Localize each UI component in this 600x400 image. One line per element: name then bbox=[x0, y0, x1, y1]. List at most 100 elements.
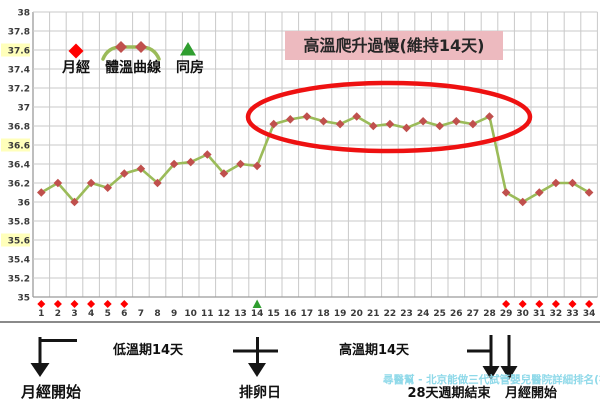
temperature-point bbox=[385, 119, 395, 129]
arrow-stem bbox=[489, 335, 493, 366]
temperature-curve bbox=[40, 115, 590, 204]
arrow-head-icon bbox=[500, 366, 518, 380]
arrow-head-icon bbox=[248, 363, 266, 377]
y-tick-label: 36.2 bbox=[8, 180, 30, 190]
temperature-point bbox=[584, 188, 594, 197]
event-markers bbox=[37, 299, 594, 308]
temperature-point bbox=[86, 178, 96, 188]
ovulation-arrow bbox=[233, 337, 278, 377]
y-tick-highlight bbox=[1, 43, 30, 57]
temperature-curve-legend-icon bbox=[101, 45, 161, 61]
x-tick-label: 20 bbox=[350, 309, 363, 319]
menses-marker-icon bbox=[37, 300, 46, 308]
x-tick-label: 10 bbox=[184, 309, 197, 319]
cycle-end-label: 28天週期結束 bbox=[407, 385, 491, 400]
temperature-point bbox=[418, 116, 428, 126]
temperature-point bbox=[302, 112, 312, 121]
y-tick-label: 35.8 bbox=[8, 218, 30, 228]
menses-legend-icon bbox=[68, 43, 84, 59]
x-tick-label: 18 bbox=[317, 309, 330, 319]
temperature-point bbox=[203, 150, 212, 159]
temperature-point bbox=[286, 115, 295, 124]
x-tick-label: 27 bbox=[467, 309, 480, 319]
y-tick-label: 38 bbox=[17, 9, 30, 19]
temperature-point bbox=[551, 178, 561, 188]
x-tick-label: 24 bbox=[417, 309, 430, 319]
arrow-head-icon bbox=[30, 363, 50, 377]
menses-marker-icon bbox=[551, 300, 560, 308]
high-phase-ellipse bbox=[245, 80, 533, 154]
grid bbox=[32, 11, 598, 298]
x-tick-label: 32 bbox=[550, 309, 563, 319]
y-tick-label: 35 bbox=[17, 294, 30, 304]
y-tick-label: 36 bbox=[17, 199, 30, 209]
temperature-point bbox=[402, 123, 411, 133]
y-tick-label: 37.8 bbox=[8, 28, 30, 38]
x-tick-label: 16 bbox=[284, 309, 297, 319]
x-tick-label: 4 bbox=[88, 309, 94, 319]
menses-marker-icon bbox=[568, 300, 577, 308]
menses-marker-icon bbox=[518, 300, 527, 308]
annotation-text: 高溫爬升過慢(維持14天) bbox=[304, 36, 485, 55]
x-tick-label: 29 bbox=[500, 309, 513, 319]
legend-curve-label: 體溫曲線 bbox=[105, 59, 161, 76]
arrow-bar bbox=[40, 339, 77, 342]
menses-marker-icon bbox=[120, 300, 129, 308]
x-tick-label: 13 bbox=[234, 309, 247, 319]
temperature-point bbox=[169, 159, 179, 169]
temperature-point bbox=[103, 183, 112, 193]
x-tick-label: 6 bbox=[121, 309, 127, 319]
x-tick-label: 23 bbox=[400, 309, 413, 319]
menses-marker-icon bbox=[502, 300, 511, 308]
temperature-point bbox=[535, 188, 544, 197]
x-tick-label: 33 bbox=[566, 309, 579, 319]
x-tick-label: 31 bbox=[533, 309, 546, 319]
y-tick-highlight bbox=[1, 138, 30, 152]
x-tick-label: 5 bbox=[105, 309, 111, 319]
x-tick-label: 21 bbox=[367, 309, 380, 319]
temperature-point bbox=[53, 178, 63, 188]
y-tick-label: 36.4 bbox=[8, 161, 30, 171]
legend-intercourse-label: 同房 bbox=[176, 59, 204, 76]
menses-marker-icon bbox=[585, 300, 594, 308]
temperature-point bbox=[568, 178, 577, 188]
x-tick-label: 15 bbox=[267, 309, 280, 319]
x-tick-label: 14 bbox=[251, 309, 264, 319]
temperature-point bbox=[468, 119, 478, 129]
x-tick-label: 11 bbox=[201, 309, 214, 319]
temperature-point bbox=[136, 164, 146, 174]
temperature-point bbox=[219, 169, 229, 178]
arrow-stem bbox=[507, 335, 511, 366]
y-tick-label: 35.4 bbox=[8, 256, 30, 266]
legend: 月經 體溫曲線 同房 bbox=[61, 41, 204, 76]
x-tick-label: 26 bbox=[450, 309, 463, 319]
x-tick-label: 8 bbox=[154, 309, 160, 319]
temperature-point bbox=[485, 112, 494, 121]
intercourse-marker-icon bbox=[252, 299, 262, 308]
x-axis-labels: 1 2 3 4 5 6 7 8 9 10 11 12 13 14 15 16 17 18 19 20 21 22 23 24 2… bbox=[38, 309, 595, 319]
curve-marker-icon bbox=[135, 41, 147, 53]
menses-marker-icon bbox=[103, 300, 112, 308]
y-tick-label: 36.8 bbox=[8, 123, 30, 133]
temperature-point bbox=[252, 161, 262, 171]
temperature-point bbox=[153, 178, 162, 188]
y-tick-label: 37.6 bbox=[8, 47, 30, 57]
temperature-point bbox=[452, 116, 461, 126]
x-tick-label: 25 bbox=[433, 309, 446, 319]
y-tick-label: 37.2 bbox=[8, 85, 30, 95]
temperature-point bbox=[435, 121, 444, 131]
temperature-point bbox=[369, 121, 378, 131]
temperature-point bbox=[120, 169, 129, 178]
temperature-point bbox=[501, 188, 511, 197]
temperature-point bbox=[236, 159, 245, 169]
y-tick-label: 37.4 bbox=[8, 66, 30, 76]
x-tick-label: 28 bbox=[483, 309, 496, 319]
watermark-text: 尋醫幫 - 北京能做三代試管嬰兒醫院詳細排名(在北京 bbox=[383, 373, 600, 386]
temperature-series bbox=[37, 112, 594, 207]
x-tick-label: 34 bbox=[583, 309, 596, 319]
temperature-point bbox=[269, 119, 278, 129]
x-tick-label: 12 bbox=[218, 309, 231, 319]
x-tick-label: 2 bbox=[55, 309, 61, 319]
high-phase-label: 高溫期14天 bbox=[339, 342, 410, 358]
